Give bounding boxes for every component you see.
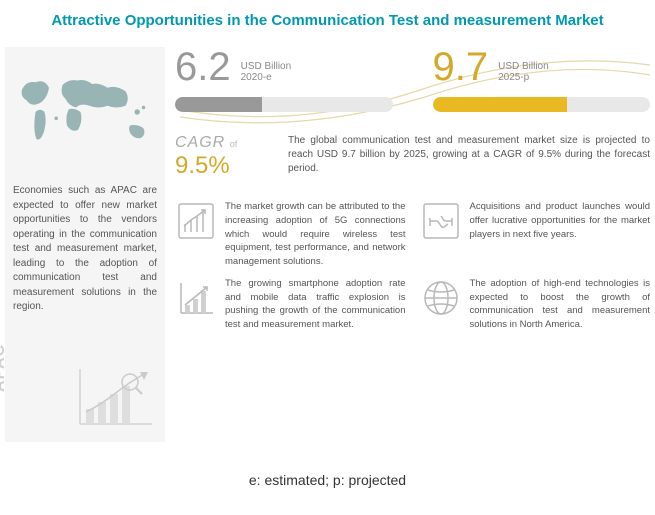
cagr-row: CAGR of 9.5% The global communication te…: [175, 134, 650, 180]
insight-acquisitions-text: Acquisitions and product launches would …: [470, 200, 651, 241]
insight-5g: The market growth can be attributed to t…: [175, 200, 406, 269]
metric-2025: 9.7 USD Billion 2025-p: [433, 47, 651, 112]
summary-text: The global communication test and measur…: [288, 134, 650, 176]
metric-2020: 6.2 USD Billion 2020-e: [175, 47, 393, 112]
footer-legend: e: estimated; p: projected: [0, 442, 655, 488]
metric-2020-value: 6.2: [175, 47, 231, 87]
metric-2020-bar-fill: [175, 97, 262, 112]
main-content: Economies such as APAC are expected to o…: [0, 47, 655, 442]
cagr-value: 9.5%: [175, 152, 270, 180]
insight-smartphone-text: The growing smartphone adoption rate and…: [225, 277, 406, 332]
metrics-row: 6.2 USD Billion 2020-e 9.7 USD Billion 2…: [175, 47, 650, 112]
metric-2020-year: 2020-e: [241, 72, 292, 83]
world-map-icon: [13, 57, 157, 167]
handshake-icon: [420, 200, 462, 242]
metric-2025-unit: USD Billion: [498, 61, 549, 72]
metric-2020-unit: USD Billion: [241, 61, 292, 72]
metric-2020-bar: [175, 97, 393, 112]
cagr-of: of: [230, 139, 238, 149]
apac-description: Economies such as APAC are expected to o…: [13, 184, 157, 315]
apac-vertical-label: APAC: [0, 344, 9, 392]
right-panel: 6.2 USD Billion 2020-e 9.7 USD Billion 2…: [165, 47, 650, 442]
insight-na-text: The adoption of high-end technologies is…: [470, 277, 651, 332]
growth-chart-icon: [72, 364, 157, 434]
globe-icon: [420, 277, 462, 319]
metric-2025-value: 9.7: [433, 47, 489, 87]
bar-growth-icon: [175, 277, 217, 319]
insights-grid: The market growth can be attributed to t…: [175, 200, 650, 332]
metric-2025-year: 2025-p: [498, 72, 549, 83]
metric-2025-bar: [433, 97, 651, 112]
cagr-label: CAGR: [175, 134, 225, 151]
left-panel: Economies such as APAC are expected to o…: [5, 47, 165, 442]
cagr-box: CAGR of 9.5%: [175, 134, 270, 180]
metric-2025-bar-fill: [433, 97, 568, 112]
insight-5g-text: The market growth can be attributed to t…: [225, 200, 406, 269]
insight-acquisitions: Acquisitions and product launches would …: [420, 200, 651, 269]
chart-growth-icon: [175, 200, 217, 242]
insight-na: The adoption of high-end technologies is…: [420, 277, 651, 332]
page-title: Attractive Opportunities in the Communic…: [0, 0, 655, 47]
insight-smartphone: The growing smartphone adoption rate and…: [175, 277, 406, 332]
